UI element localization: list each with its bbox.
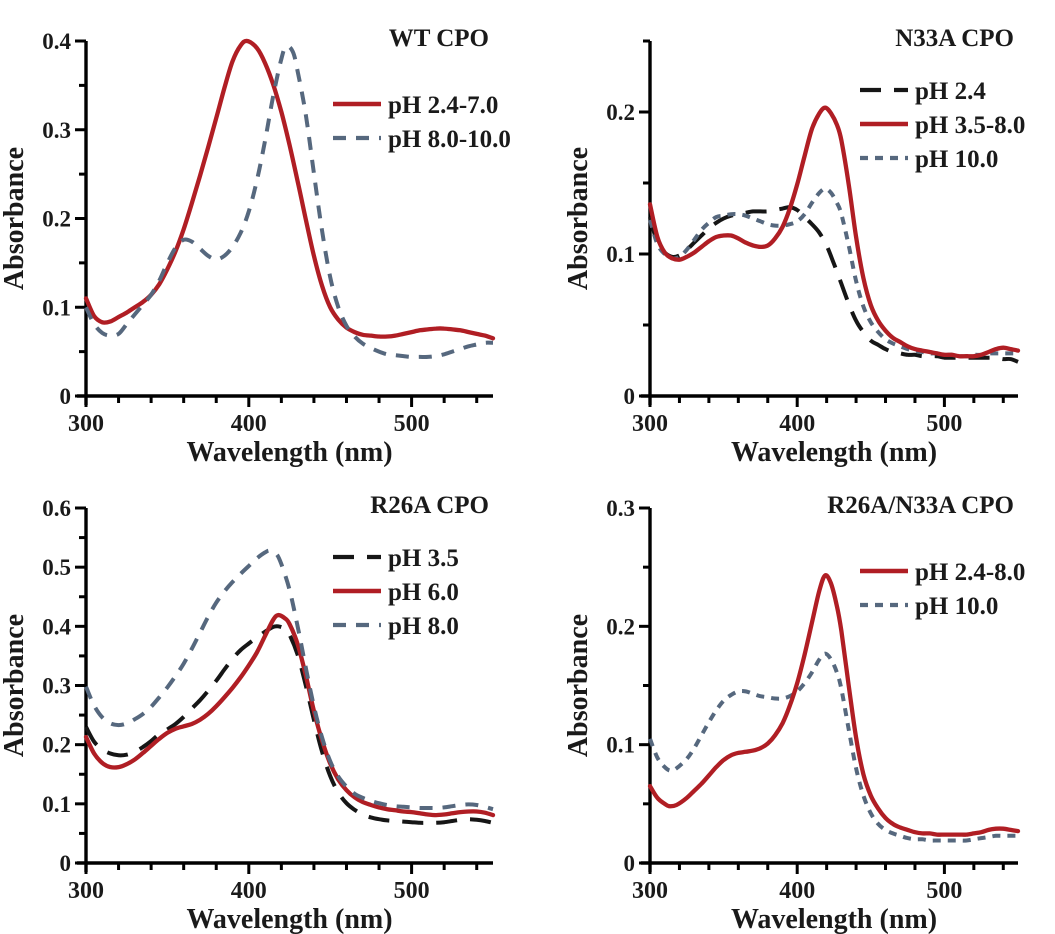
legend: pH 2.4-8.0 pH 10.0 [860, 559, 1025, 620]
y-tick-label: 0.4 [42, 29, 71, 54]
y-tick-label: 0 [60, 384, 72, 409]
legend: pH 2.4-7.0 pH 8.0-10.0 [333, 92, 511, 153]
legend: pH 2.4 pH 3.5-8.0 pH 10.0 [860, 78, 1025, 173]
legend-label: pH 3.5-8.0 [915, 112, 1025, 139]
legend-label: pH 2.4 [915, 78, 986, 105]
y-tick-label: 0.2 [42, 207, 71, 232]
x-tick-label: 500 [394, 411, 430, 437]
y-tick-label: 0.1 [42, 792, 71, 817]
legend-label: pH 2.4-7.0 [388, 92, 498, 119]
panel-title: WT CPO [389, 25, 489, 52]
x-tick-label: 400 [231, 411, 267, 437]
plot-area: 300 400 500 0 0.1 0.2 0.3 0.4 0.5 0.6 Wavelength (… [0, 492, 496, 934]
panel-r26a-cpo: 300 400 500 0 0.1 0.2 0.3 0.4 0.5 0.6 Wavelength (… [0, 467, 527, 934]
x-axis-label: Wavelength (nm) [731, 904, 937, 934]
series-line-ph-10.0 [648, 651, 1018, 843]
y-tick-label: 0.3 [606, 496, 635, 521]
x-tick-label: 300 [68, 411, 104, 437]
panel-r26a-n33a-cpo: 300 400 500 0 0.1 0.2 0.3 Wavelength (nm) Absorb… [527, 467, 1055, 934]
y-tick-label: 0.1 [42, 295, 71, 320]
legend: pH 3.5 pH 6.0 pH 8.0 [333, 545, 459, 640]
legend-label: pH 8.0 [388, 613, 459, 640]
panel-n33a-cpo: 300 400 500 0 0.1 0.2 Wavelength (nm) Absorbanc… [527, 0, 1055, 467]
chart-r26a-n33a-cpo: 300 400 500 0 0.1 0.2 0.3 Wavelength (nm) Absorb… [563, 492, 1025, 934]
series-line-ph-2.4 [648, 205, 1019, 364]
x-tick-label: 300 [632, 878, 668, 904]
panel-title: N33A CPO [895, 25, 1014, 52]
x-tick-label: 300 [632, 411, 668, 437]
legend-label: pH 10.0 [915, 593, 998, 620]
series-line-ph-8.0-10.0 [84, 44, 494, 359]
chart-r26a-cpo: 300 400 500 0 0.1 0.2 0.3 0.4 0.5 0.6 Wavelength (… [0, 492, 496, 934]
y-axis-label: Absorbance [563, 147, 594, 290]
y-axis-label: Absorbance [563, 614, 594, 757]
x-tick-label: 400 [779, 878, 815, 904]
x-tick-label: 500 [926, 411, 962, 437]
legend-label: pH 8.0-10.0 [388, 126, 511, 153]
series-line-ph-2.4-7.0 [83, 38, 496, 341]
series-line-ph-10.0 [648, 186, 1018, 359]
y-tick-label: 0 [60, 851, 72, 876]
series-line-ph-3.5 [84, 624, 494, 825]
y-axis-label: Absorbance [0, 147, 30, 290]
y-tick-label: 0.4 [42, 614, 71, 639]
series-line-ph-6.0 [83, 612, 496, 818]
chart-wt-cpo: 300 400 500 0 0.1 0.2 0.3 0.4 Wavelength (nm) Abs… [0, 25, 511, 467]
y-tick-label: 0.2 [42, 733, 71, 758]
series-line-ph-8.0 [84, 548, 494, 812]
legend-label: pH 2.4-8.0 [915, 559, 1025, 586]
legend-label: pH 6.0 [388, 579, 459, 606]
y-tick-label: 0.6 [42, 496, 71, 521]
panel-wt-cpo: 300 400 500 0 0.1 0.2 0.3 0.4 Wavelength (nm) Abs… [0, 0, 527, 467]
legend-label: pH 3.5 [388, 545, 459, 572]
x-axis-label: Wavelength (nm) [186, 904, 392, 934]
series-line-ph-3.5-8.0 [647, 105, 1021, 359]
series-line-ph-2.4-8.0 [647, 573, 1021, 837]
plot-area: 300 400 500 0 0.1 0.2 Wavelength (nm) Absorbanc… [563, 25, 1021, 467]
y-tick-label: 0 [624, 851, 636, 876]
y-tick-label: 0.3 [42, 118, 71, 143]
y-tick-label: 0.1 [606, 242, 635, 267]
y-tick-label: 0.5 [42, 555, 71, 580]
plot-area: 300 400 500 0 0.1 0.2 0.3 0.4 Wavelength (nm) Abs… [0, 25, 496, 467]
y-axis-label: Absorbance [0, 614, 30, 757]
y-tick-label: 0.2 [606, 614, 635, 639]
legend-label: pH 10.0 [915, 146, 998, 173]
x-tick-label: 300 [68, 878, 104, 904]
x-tick-label: 500 [394, 878, 430, 904]
x-tick-label: 400 [231, 878, 267, 904]
panel-title: R26A CPO [370, 492, 489, 519]
plot-area: 300 400 500 0 0.1 0.2 0.3 Wavelength (nm) Absorb… [563, 492, 1021, 934]
x-axis-label: Wavelength (nm) [186, 437, 392, 467]
y-tick-label: 0 [624, 384, 636, 409]
x-tick-label: 400 [779, 411, 815, 437]
panel-title: R26A/N33A CPO [827, 492, 1014, 519]
x-axis-label: Wavelength (nm) [731, 437, 937, 467]
y-tick-label: 0.2 [606, 100, 635, 125]
y-tick-label: 0.3 [42, 674, 71, 699]
y-tick-label: 0.1 [606, 733, 635, 758]
chart-n33a-cpo: 300 400 500 0 0.1 0.2 Wavelength (nm) Absorbanc… [563, 25, 1025, 467]
x-tick-label: 500 [926, 878, 962, 904]
